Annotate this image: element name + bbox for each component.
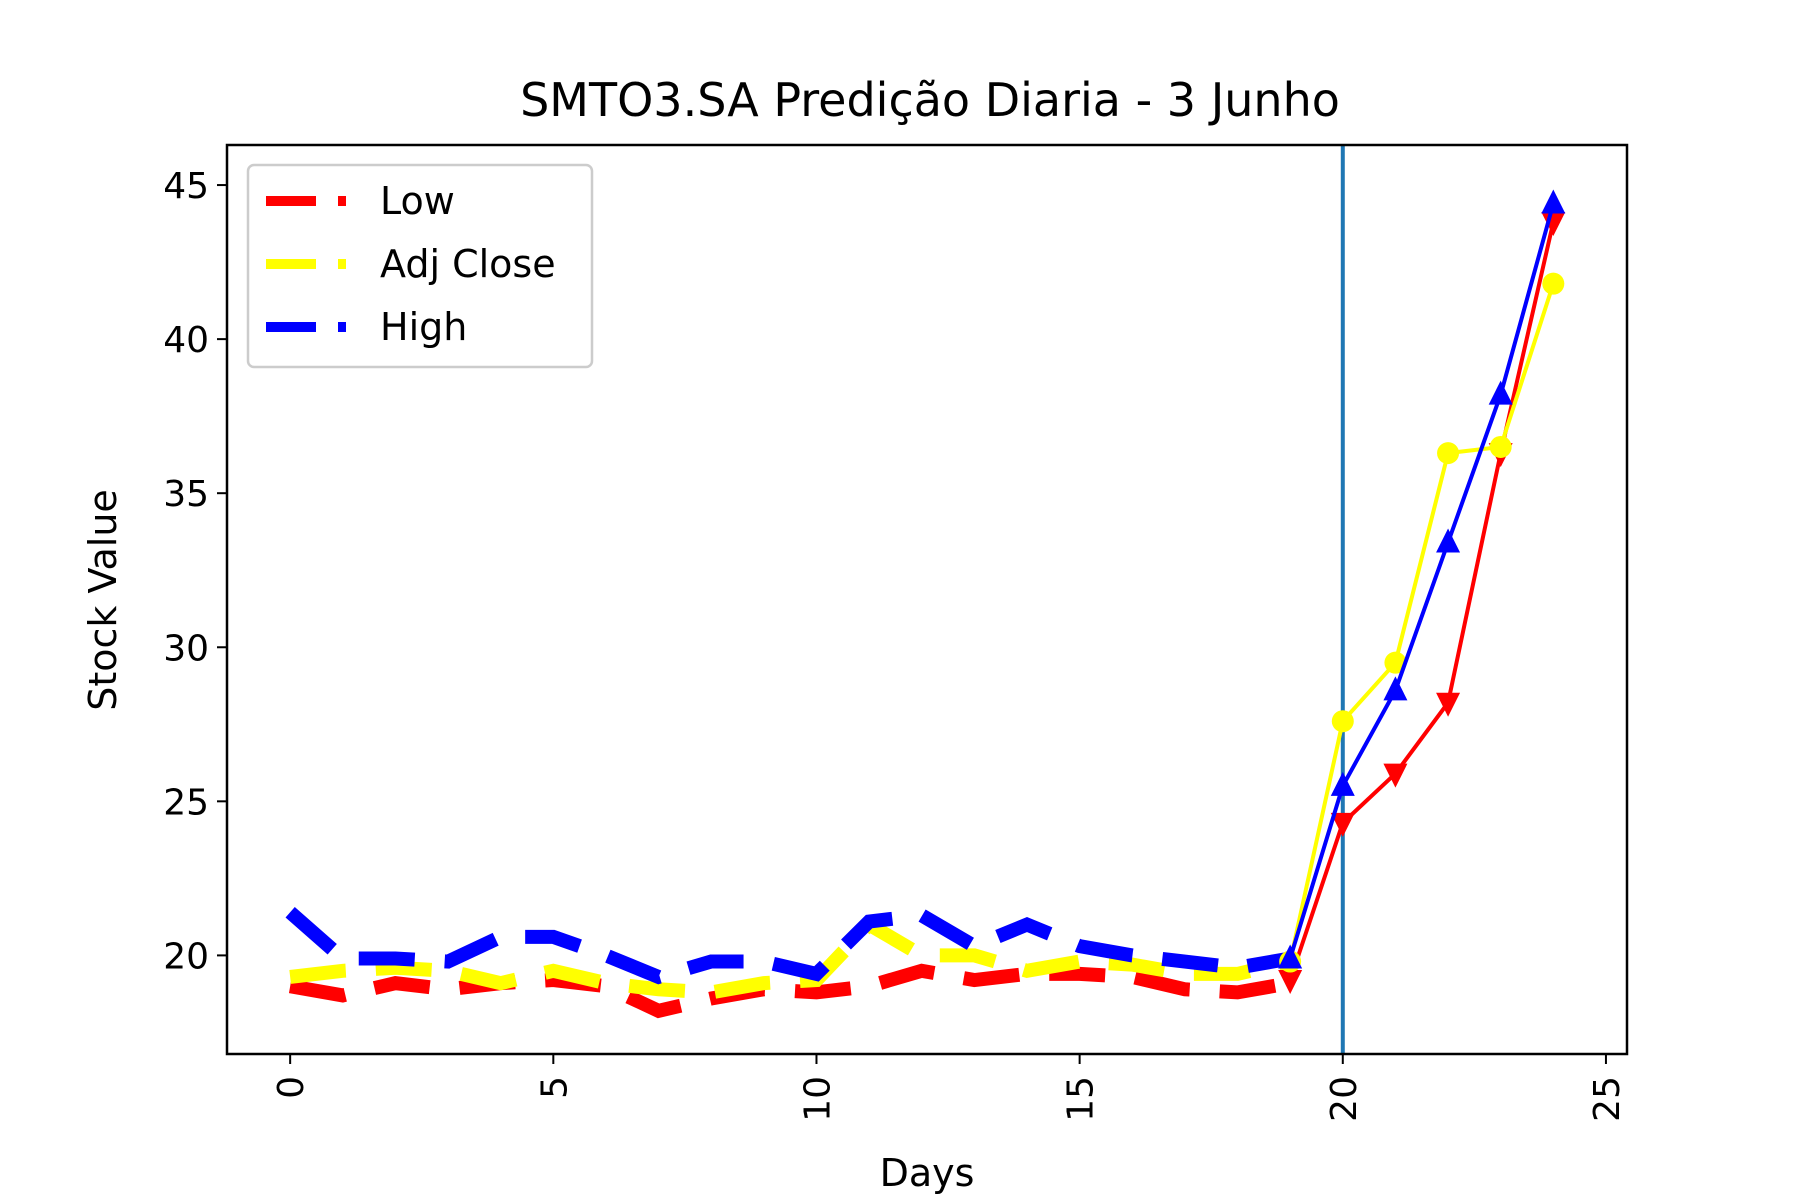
point-adj-close — [1489, 435, 1512, 458]
y-tick-label: 45 — [163, 166, 209, 207]
x-axis-label: Days — [880, 1151, 975, 1195]
y-axis-ticks: 20 25 30 35 40 45 — [163, 166, 227, 977]
x-tick-label: 0 — [271, 1076, 312, 1099]
plot-frame — [225, 143, 1629, 1056]
prediction-line-adj-close — [1288, 283, 1556, 962]
y-tick-label: 40 — [163, 320, 209, 361]
y-tick-label: 30 — [163, 628, 209, 669]
point-adj-close — [1542, 272, 1565, 295]
point-high — [1278, 944, 1303, 969]
y-tick-label: 20 — [163, 936, 209, 977]
y-tick-label: 35 — [163, 474, 209, 515]
y-axis-label: Stock Value — [81, 489, 125, 711]
legend-label-adj-close: Adj Close — [380, 242, 556, 286]
legend: Low Adj Close High — [246, 163, 594, 369]
prediction-line-low — [1288, 221, 1556, 981]
y-tick-label: 25 — [163, 782, 209, 823]
point-adj-close — [1331, 710, 1354, 733]
point-high — [1436, 528, 1461, 553]
x-tick-label: 5 — [534, 1076, 575, 1099]
point-high — [1330, 771, 1355, 796]
history-line-low — [288, 963, 1292, 1019]
legend-label-low: Low — [380, 179, 455, 223]
point-high — [1541, 189, 1566, 214]
prediction-line-high — [1288, 203, 1556, 960]
history-line-adj-close — [289, 915, 1292, 1000]
point-low — [1278, 970, 1303, 995]
point-low — [1436, 692, 1461, 717]
point-high — [1383, 676, 1408, 701]
x-tick-label: 25 — [1587, 1076, 1628, 1122]
legend-label-high: High — [380, 305, 467, 349]
point-high — [1488, 380, 1513, 405]
x-tick-label: 20 — [1324, 1076, 1365, 1122]
point-low — [1383, 763, 1408, 788]
x-axis-ticks: 0 5 10 15 20 25 — [271, 1054, 1628, 1122]
chart-title: SMTO3.SA Predição Diaria - 3 Junho — [520, 73, 1340, 127]
point-adj-close — [1384, 651, 1407, 674]
point-adj-close — [1437, 442, 1460, 465]
x-tick-label: 10 — [797, 1076, 838, 1122]
legend-box — [246, 163, 594, 369]
point-low — [1330, 812, 1355, 837]
x-tick-label: 15 — [1061, 1076, 1102, 1122]
history-line-high — [285, 906, 1292, 985]
plot-area — [285, 145, 1566, 1054]
